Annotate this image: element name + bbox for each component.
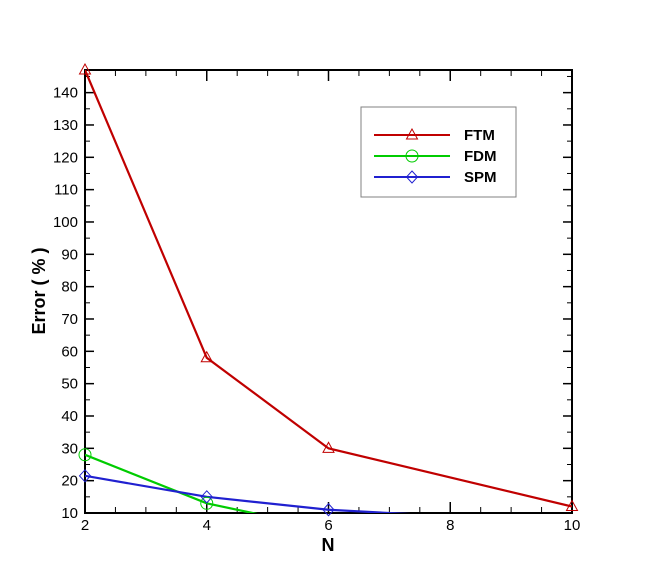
x-axis-title: N [322, 535, 335, 555]
data-point-ftm [565, 499, 579, 512]
y-tick-label: 40 [61, 408, 78, 425]
y-tick-label: 140 [53, 85, 78, 102]
legend: FTM FDM SPM [360, 106, 517, 198]
legend-label-ftm: FTM [464, 127, 495, 144]
series-line-spm [85, 474, 411, 513]
x-tick-label: 4 [203, 517, 211, 534]
legend-label-fdm: FDM [464, 148, 497, 165]
y-tick-label: 70 [61, 311, 78, 328]
x-tick-label: 6 [324, 517, 332, 534]
y-tick-label: 120 [53, 149, 78, 166]
y-tick-label: 80 [61, 279, 78, 296]
legend-marker-spm [405, 170, 419, 184]
x-tick-label: 10 [564, 517, 581, 534]
legend-label-spm: SPM [464, 169, 497, 186]
legend-marker-ftm [405, 127, 419, 140]
legend-marker-fdm [405, 149, 419, 163]
x-tick-label: 8 [446, 517, 454, 534]
y-tick-label: 130 [53, 117, 78, 134]
series-line-fdm [85, 453, 258, 513]
y-tick-label: 110 [54, 182, 78, 199]
series-line-ftm [85, 70, 572, 508]
data-point-spm [78, 469, 92, 483]
data-point-spm [322, 503, 335, 517]
data-point-fdm [78, 448, 92, 462]
x-tick-label: 2 [81, 517, 89, 534]
y-axis-title: Error ( % ) [29, 247, 49, 334]
y-tick-label: 10 [61, 505, 78, 522]
y-tick-label: 20 [61, 473, 78, 490]
data-point-ftm [78, 62, 92, 75]
y-tick-label: 90 [61, 246, 78, 263]
y-tick-label: 100 [53, 214, 78, 231]
data-point-spm [200, 490, 213, 504]
data-point-fdm [200, 496, 214, 510]
y-tick-label: 30 [61, 440, 78, 457]
y-tick-label: 50 [61, 376, 78, 393]
y-tick-label: 60 [61, 343, 78, 360]
data-point-ftm [200, 350, 214, 363]
legend-box [360, 106, 517, 198]
data-point-ftm [322, 441, 335, 453]
